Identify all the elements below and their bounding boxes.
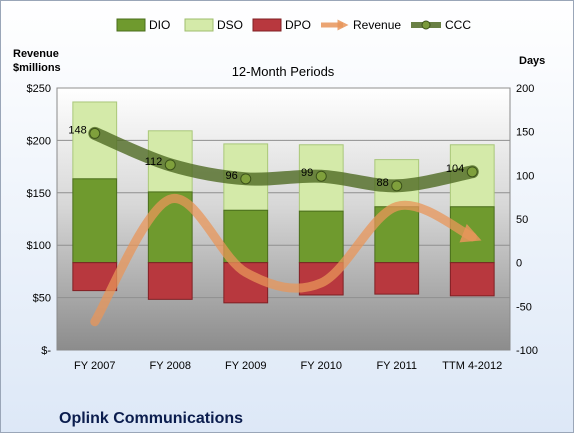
ccc-point-5 — [466, 166, 478, 178]
x-tick-label-4: FY 2011 — [376, 360, 417, 372]
ccc-data-label-0: 148 — [68, 124, 86, 136]
legend-swatch-dso — [184, 18, 214, 32]
x-tick-label-3: FY 2010 — [301, 360, 342, 372]
right-tick-label-0: -100 — [516, 345, 538, 357]
left-tick-label-2: $100 — [27, 240, 51, 252]
bar-dio-3 — [298, 210, 344, 264]
ccc-data-label-4: 88 — [377, 177, 389, 189]
ccc-point-4 — [391, 180, 403, 192]
legend-swatch-dio — [116, 18, 146, 32]
left-tick-label-0: $- — [41, 345, 51, 357]
x-tick-label-2: FY 2009 — [225, 360, 266, 372]
legend-label-dio: DIO — [149, 18, 170, 32]
bar-dpo-4 — [374, 262, 420, 295]
right-tick-label-1: -50 — [516, 301, 532, 313]
left-tick-label-3: $150 — [27, 188, 51, 200]
legend-label-dso: DSO — [217, 18, 243, 32]
left-tick-label-5: $250 — [27, 83, 51, 95]
revenue-series — [90, 194, 482, 327]
plot-title: 12-Month Periods — [232, 64, 335, 79]
ccc-data-label-3: 99 — [301, 167, 313, 179]
bar-dpo-1 — [147, 262, 193, 300]
legend: DIO DSO DPO Revenue CCC — [116, 18, 471, 32]
ccc-line — [88, 126, 479, 193]
legend-marker-ccc — [421, 20, 431, 30]
x-axis: FY 2007 FY 2008 FY 2009 FY 2010 FY 2011 TTM 4… — [74, 360, 502, 372]
right-tick-label-6: 200 — [516, 83, 534, 95]
left-axis: $- $50 $100 $150 $200 $250 — [27, 83, 52, 357]
ccc-data-label-2: 96 — [226, 170, 238, 182]
revenue-line — [90, 194, 482, 327]
x-tick-label-0: FY 2007 — [74, 360, 115, 372]
left-tick-label-1: $50 — [33, 293, 51, 305]
left-axis-title-line2: $millions — [13, 62, 61, 74]
ccc-data-label-1: 112 — [145, 156, 163, 168]
x-tick-label-1: FY 2008 — [150, 360, 191, 372]
left-tick-label-4: $200 — [27, 135, 51, 147]
gridlines — [57, 87, 510, 299]
legend-label-dpo: DPO — [285, 18, 311, 32]
left-axis-title-line1: Revenue — [13, 48, 59, 60]
company-name: Oplink Communications — [59, 410, 243, 427]
ccc-point-2 — [240, 173, 252, 185]
ccc-point-3 — [315, 170, 327, 182]
ccc-point-1 — [164, 159, 176, 171]
x-tick-label-5: TTM 4-2012 — [442, 360, 502, 372]
right-tick-label-3: 50 — [516, 214, 528, 226]
bar-dpo-5 — [449, 262, 495, 297]
bar-dio-0 — [72, 178, 118, 264]
ccc-point-0 — [89, 127, 101, 139]
ccc-series: 148 112 96 99 88 104 — [68, 124, 479, 193]
ccc-data-label-5: 104 — [446, 163, 464, 175]
right-axis: -100 -50 0 50 100 150 200 — [516, 83, 538, 357]
right-tick-label-5: 150 — [516, 127, 534, 139]
legend-label-ccc: CCC — [445, 18, 471, 32]
legend-swatch-dpo — [252, 18, 282, 32]
right-tick-label-4: 100 — [516, 170, 534, 182]
right-tick-label-2: 0 — [516, 258, 522, 270]
legend-label-revenue: Revenue — [353, 18, 401, 32]
right-axis-title: Days — [519, 55, 545, 67]
